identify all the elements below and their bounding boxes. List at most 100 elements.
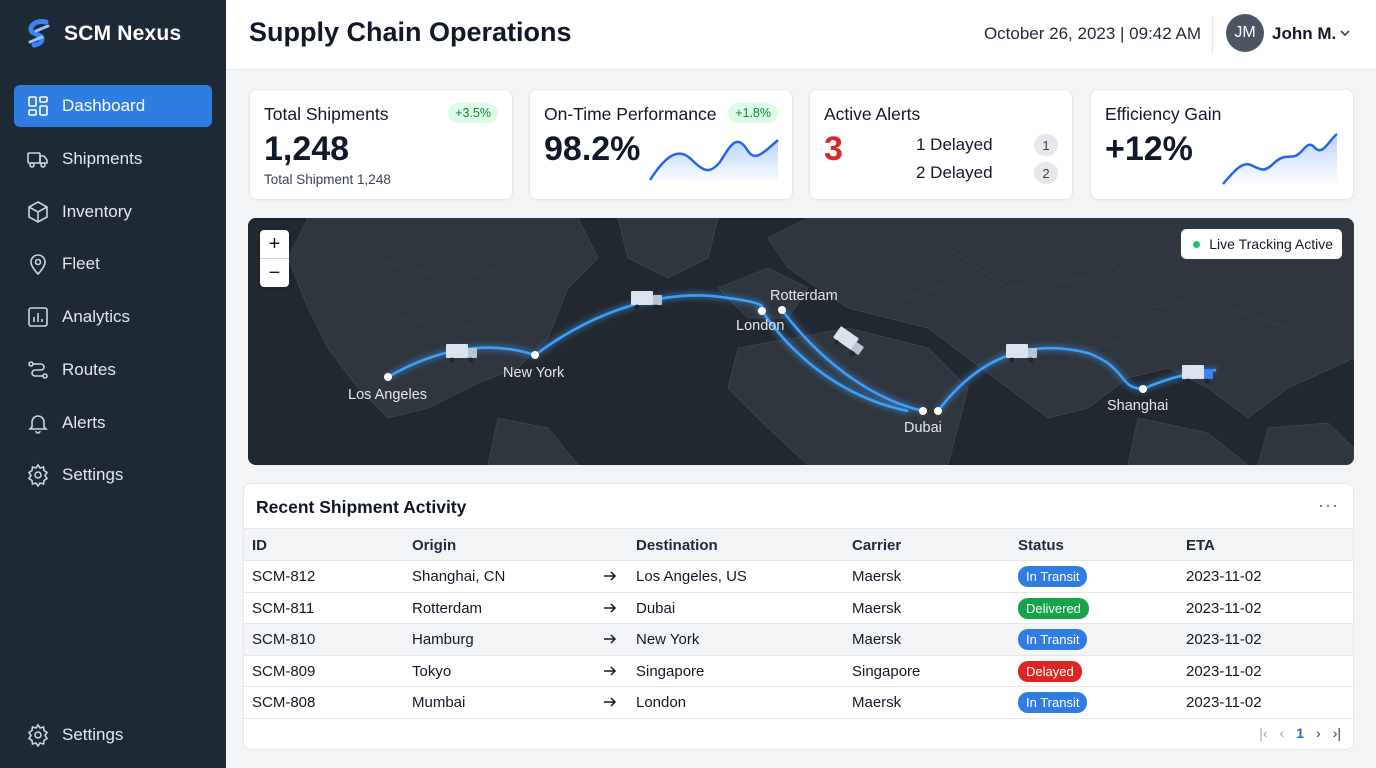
cell-eta: 2023-11-02 (1186, 694, 1262, 711)
map-pin-icon (30, 254, 46, 276)
kpi-card-on-time[interactable]: On-Time Performance +1.8% 98.2% (529, 89, 793, 200)
truck-marker[interactable] (446, 344, 477, 363)
prev-page-button[interactable]: ‹ (1279, 725, 1285, 741)
arrow-right-icon (604, 634, 617, 644)
arrow-right-icon (604, 697, 617, 707)
column-header-id[interactable]: ID (252, 537, 267, 554)
sidebar-item-analytics[interactable]: Analytics (14, 296, 212, 338)
city-label-shanghai: Shanghai (1107, 398, 1168, 414)
kpi-delta-badge: +1.8% (728, 103, 778, 123)
kpi-card-efficiency[interactable]: Efficiency Gain +12% (1090, 89, 1354, 200)
sidebar-item-label: Settings (62, 465, 124, 484)
column-header-destination[interactable]: Destination (636, 537, 718, 554)
city-label-london: London (736, 318, 784, 334)
column-header-eta[interactable]: ETA (1186, 537, 1215, 554)
bell-icon (28, 415, 48, 434)
box-icon (28, 201, 48, 223)
sidebar-item-label: Settings (62, 725, 124, 744)
kpi-title: Active Alerts (824, 104, 921, 124)
table-row[interactable]: SCM-811 Rotterdam Dubai Maersk Delivered… (244, 593, 1353, 624)
more-options-icon[interactable]: ··· (1318, 495, 1339, 515)
truck-marker[interactable] (1006, 344, 1037, 363)
zoom-control: + − (260, 230, 289, 287)
pagination: |‹ ‹ 1 › ›| (1259, 725, 1341, 741)
sidebar-item-settings[interactable]: Settings (14, 454, 212, 496)
avatar[interactable]: JM (1226, 14, 1264, 52)
table-row[interactable]: SCM-808 Mumbai London Maersk In Transit … (244, 687, 1353, 719)
alert-row-label: 1 Delayed (916, 135, 993, 154)
cell-origin: Tokyo (412, 662, 452, 680)
brand[interactable]: SCM Nexus (24, 18, 181, 50)
status-badge: Delivered (1018, 597, 1089, 619)
user-name[interactable]: John M. (1272, 24, 1337, 43)
alert-row-label: 2 Delayed (916, 163, 993, 182)
live-tracking-badge: Live Tracking Active (1181, 229, 1342, 259)
page-title: Supply Chain Operations (249, 17, 572, 47)
sidebar-item-label: Dashboard (62, 96, 146, 115)
arrow-right-icon (604, 665, 617, 676)
kpi-title: On-Time Performance (544, 104, 717, 124)
live-tracking-map[interactable]: Los Angeles New York London Rotterdam Du… (248, 218, 1354, 465)
zoom-out-button[interactable]: − (268, 261, 281, 284)
sidebar-item-label: Inventory (62, 202, 132, 221)
column-header-carrier[interactable]: Carrier (852, 537, 902, 554)
arrow-right-icon (604, 571, 617, 581)
column-header-origin[interactable]: Origin (412, 537, 457, 554)
cell-destination: Dubai (636, 599, 676, 617)
table-row[interactable]: SCM-810 Hamburg New York Maersk In Trans… (244, 624, 1353, 656)
table-row[interactable]: SCM-809 Tokyo Singapore Singapore Delaye… (244, 656, 1353, 687)
cell-id: SCM-810 (252, 631, 316, 648)
last-page-button[interactable]: ›| (1332, 725, 1341, 741)
gear-icon (27, 723, 49, 747)
live-dot-icon (1193, 240, 1201, 248)
alert-count-badge: 2 (1034, 162, 1058, 184)
cell-destination: London (636, 694, 687, 711)
bar-chart-icon (28, 307, 48, 327)
sidebar-item-inventory[interactable]: Inventory (14, 191, 212, 233)
next-page-button[interactable]: › (1316, 725, 1321, 741)
city-label-rotterdam: Rotterdam (770, 288, 838, 304)
world-map: Los Angeles New York London Rotterdam Du… (248, 218, 1354, 465)
kpi-card-total-shipments[interactable]: Total Shipments +3.5% 1,248 Total Shipme… (249, 89, 513, 200)
city-label-los-angeles: Los Angeles (348, 387, 427, 403)
cell-id: SCM-811 (252, 599, 315, 617)
cell-carrier: Maersk (852, 631, 902, 648)
cell-origin: Rotterdam (412, 599, 483, 617)
live-tracking-label: Live Tracking Active (1209, 236, 1333, 252)
cell-carrier: Maersk (852, 599, 902, 617)
kpi-card-active-alerts[interactable]: Active Alerts 3 1 Delayed 1 2 Delayed 2 (809, 89, 1073, 200)
cell-eta: 2023-11-02 (1186, 599, 1262, 617)
landmass-group (287, 218, 1354, 465)
cell-id: SCM-812 (252, 568, 316, 585)
current-page[interactable]: 1 (1296, 725, 1305, 741)
status-badge: In Transit (1018, 629, 1088, 650)
cell-destination: Los Angeles, US (636, 568, 747, 585)
sidebar-item-dashboard[interactable]: Dashboard (14, 85, 212, 127)
kpi-value: 3 (824, 130, 843, 168)
logo-icon (28, 19, 50, 48)
table-row[interactable]: SCM-812 Shanghai, CN Los Angeles, US Mae… (244, 561, 1353, 593)
sparkline-efficiency (1222, 133, 1338, 186)
sidebar-item-routes[interactable]: Routes (14, 349, 212, 391)
column-header-status[interactable]: Status (1018, 537, 1064, 554)
kpi-value: 98.2% (544, 130, 641, 168)
city-label-dubai: Dubai (904, 420, 942, 436)
truck-marker[interactable] (1182, 365, 1213, 384)
sidebar-item-alerts[interactable]: Alerts (14, 402, 212, 444)
zoom-in-button[interactable]: + (268, 232, 281, 255)
chevron-down-icon[interactable] (1338, 26, 1352, 40)
cell-destination: New York (636, 631, 700, 648)
first-page-button[interactable]: |‹ (1259, 725, 1268, 741)
truck-marker[interactable] (631, 291, 662, 310)
dashboard-icon (28, 96, 48, 116)
cell-id: SCM-809 (252, 662, 316, 680)
sparkline-on-time (648, 139, 779, 184)
zoom-divider (260, 258, 289, 259)
sidebar-item-settings-bottom[interactable]: Settings (14, 714, 212, 756)
truck-marker[interactable] (830, 326, 866, 359)
gear-icon (27, 463, 49, 487)
sidebar-item-label: Routes (62, 360, 116, 379)
cell-origin: Shanghai, CN (412, 568, 506, 585)
sidebar-item-shipments[interactable]: Shipments (14, 138, 212, 180)
sidebar-item-fleet[interactable]: Fleet (14, 243, 212, 285)
